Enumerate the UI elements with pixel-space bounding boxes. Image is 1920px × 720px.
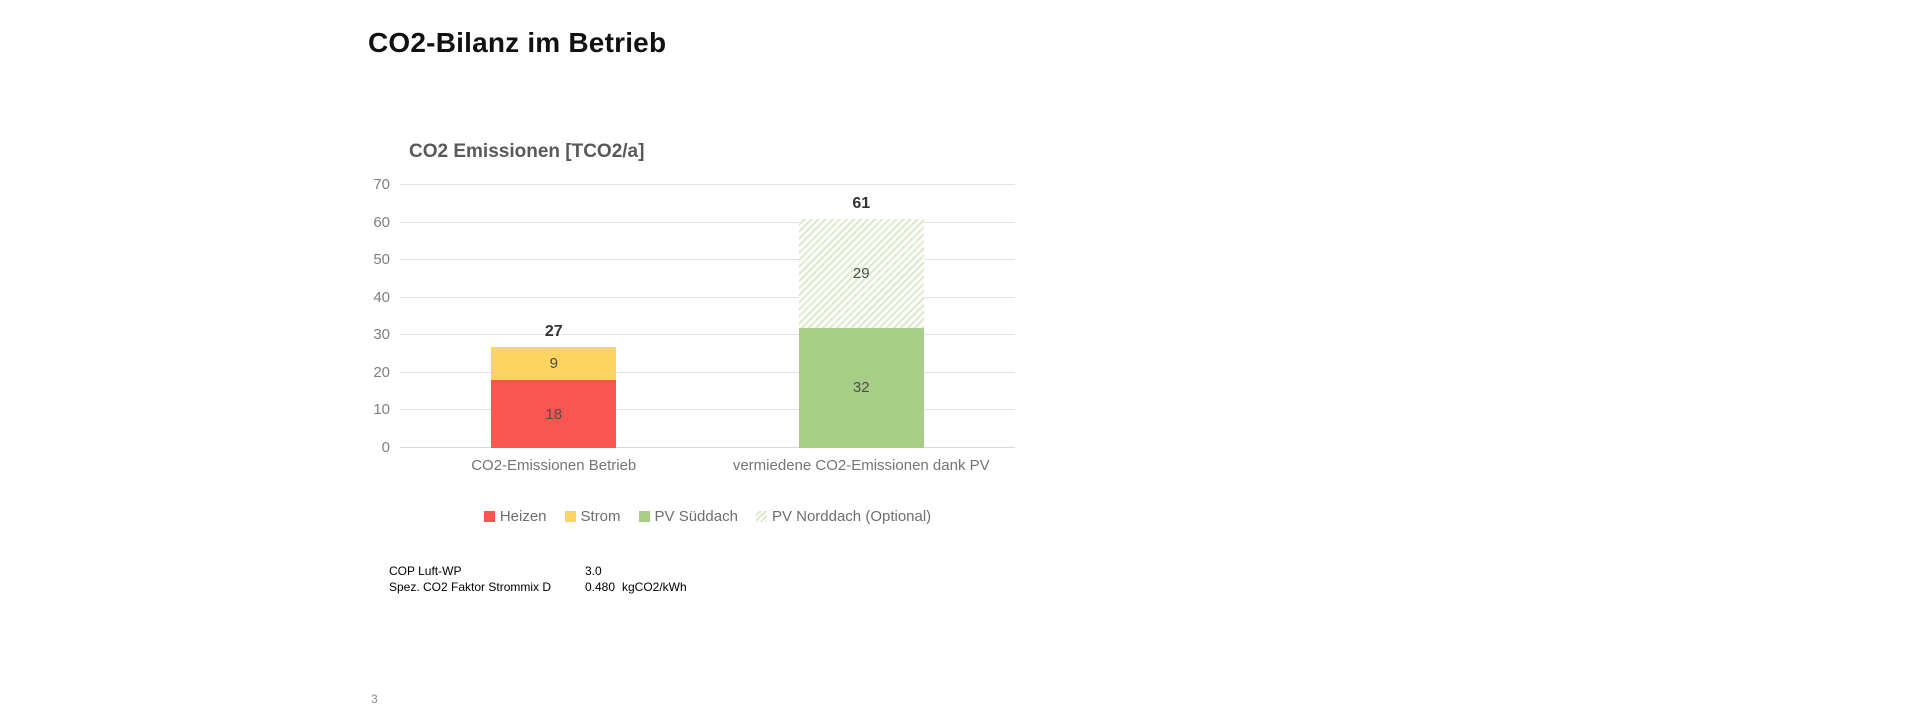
info-table-label: COP Luft-WP <box>389 564 462 578</box>
legend-swatch-icon <box>483 510 495 522</box>
bar-total-label: 61 <box>852 194 871 212</box>
legend-swatch-icon <box>638 510 650 522</box>
gridline-40 <box>400 296 1015 298</box>
y-axis-tick-label: 20 <box>373 363 390 381</box>
segment-value-label: 29 <box>852 264 870 282</box>
legend-swatch-icon <box>755 510 767 522</box>
bar-segment-heizen: 18 <box>491 380 617 448</box>
legend-item-heizen: Heizen <box>483 507 547 525</box>
segment-value-label: 9 <box>549 354 558 372</box>
gridline-30 <box>400 334 1015 336</box>
stacked-bar-1: 18 9 <box>491 346 617 448</box>
gridline-70 <box>400 184 1015 185</box>
legend-item-pv-norddach-optional-: PV Norddach (Optional) <box>755 507 932 525</box>
gridline-50 <box>400 259 1015 261</box>
bar-segment-pv-norddach-optional-: 29 <box>798 218 924 328</box>
y-axis-tick-label: 40 <box>373 288 390 306</box>
chart-legend: Heizen Strom PV Süddach PV Norddach (Option… <box>400 506 1015 526</box>
bar-segment-strom: 9 <box>491 346 617 381</box>
y-axis-tick-label: 50 <box>373 251 390 269</box>
legend-label: PV Süddach <box>654 507 738 525</box>
segment-value-label: 32 <box>852 379 870 397</box>
x-axis-category-label: vermiedene CO2-Emissionen dank PV <box>732 457 990 474</box>
info-table-unit: kgCO2/kWh <box>622 580 687 594</box>
gridline-10 <box>400 409 1015 411</box>
legend-label: Heizen <box>499 507 547 525</box>
stacked-bar-2: 32 29 <box>798 218 924 448</box>
gridline-60 <box>400 221 1015 223</box>
info-table-value: 0.480 <box>585 580 616 594</box>
info-table-value: 3.0 <box>585 564 602 578</box>
info-table-unit <box>622 563 687 579</box>
slide-title: CO2-Bilanz im Betrieb <box>368 27 667 58</box>
gridline-20 <box>400 371 1015 373</box>
legend-item-pv-s-ddach: PV Süddach <box>638 507 738 525</box>
x-axis-category-label: CO2-Emissionen Betrieb <box>471 457 637 474</box>
page-number: 3 <box>371 692 378 706</box>
y-axis-tick-label: 70 <box>373 176 390 193</box>
legend-item-strom: Strom <box>564 507 621 525</box>
bar-segment-pv-s-ddach: 32 <box>798 327 924 448</box>
legend-swatch-icon <box>564 510 576 522</box>
y-axis-tick-label: 10 <box>373 401 390 419</box>
info-table-label: Spez. CO2 Faktor Strommix D <box>389 580 552 594</box>
y-axis-tick-label: 30 <box>373 326 390 344</box>
info-table: COP Luft-WP 3.0 Spez. CO2 Faktor Strommix … <box>389 563 687 595</box>
plot-area <box>400 184 1015 448</box>
legend-label: Strom <box>580 507 621 525</box>
y-axis-tick-label: 60 <box>373 213 390 231</box>
segment-value-label: 18 <box>545 405 563 423</box>
legend-label: PV Norddach (Optional) <box>771 507 932 525</box>
gridline-0 <box>400 447 1015 448</box>
chart-title: CO2 Emissionen [TCO2/a] <box>409 141 645 162</box>
bar-total-label: 27 <box>544 322 563 340</box>
y-axis-tick-label: 0 <box>381 439 390 456</box>
